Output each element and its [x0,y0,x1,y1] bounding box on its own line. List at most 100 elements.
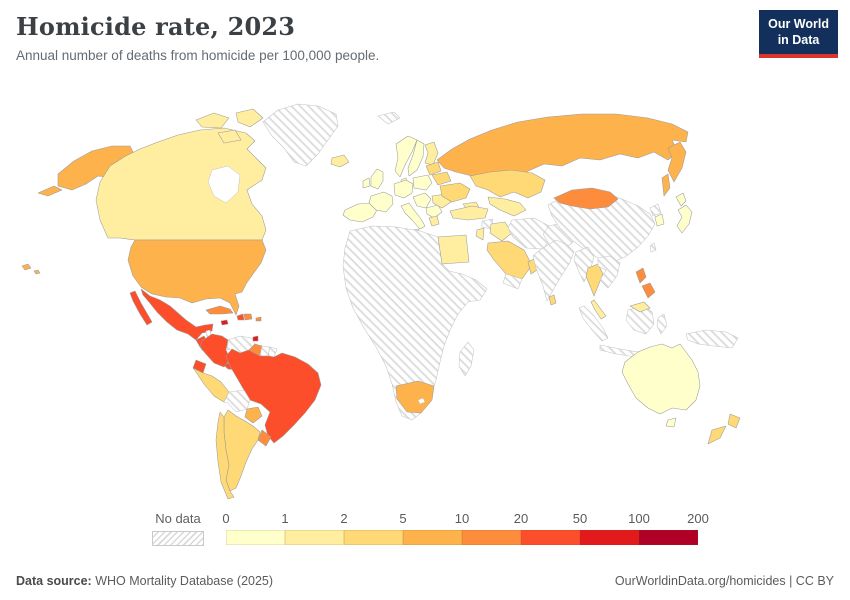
country-puerto-rico[interactable] [255,316,262,322]
country-south-korea[interactable] [654,213,665,227]
country-malaysia-peninsula[interactable] [590,299,607,320]
country-italy[interactable] [400,202,426,230]
legend-color-bar [226,530,698,545]
country-france[interactable] [368,191,394,213]
country-java[interactable] [599,344,639,358]
country-egypt[interactable] [437,234,470,265]
country-norway[interactable] [394,135,418,178]
country-mexico[interactable] [140,288,214,341]
country-svalbard[interactable] [377,111,401,125]
country-north-korea[interactable] [649,203,662,217]
country-iceland[interactable] [330,154,350,168]
no-data-swatch[interactable] [152,531,204,546]
country-ukraine[interactable] [439,182,471,203]
country-new-guinea[interactable] [685,329,739,349]
country-australia[interactable] [621,343,701,415]
country-new-zealand-south[interactable] [707,425,727,445]
legend-bin-5-10[interactable] [403,530,462,545]
country-canada-arctic-3[interactable] [217,129,242,144]
country-taiwan[interactable] [649,242,657,253]
country-sweden[interactable] [407,139,425,177]
country-mexico-baja[interactable] [129,290,153,326]
country-south-africa[interactable] [395,380,435,414]
country-bolivia[interactable] [223,389,251,413]
legend-tick-50: 50 [572,511,588,526]
country-turkey[interactable] [449,205,489,221]
owid-link[interactable]: OurWorldinData.org/homicides | CC BY [614,574,834,588]
country-balkans-west[interactable] [412,192,432,209]
country-chile[interactable] [215,411,235,500]
country-new-zealand-north[interactable] [727,413,741,429]
country-kazakhstan[interactable] [469,169,546,199]
country-philippines-south[interactable] [641,282,656,299]
country-japan-main[interactable] [676,204,693,234]
country-trinidad[interactable] [252,335,259,342]
country-peru[interactable] [192,367,230,403]
country-yemen[interactable] [502,273,523,290]
chart-subtitle: Annual number of deaths from homicide pe… [16,48,380,63]
country-sulawesi[interactable] [656,313,668,335]
legend-tick-2: 2 [340,511,348,526]
legend-bin-10-20[interactable] [462,530,521,545]
legend-ticks: 0 1 2 5 10 20 50 100 200 [222,511,708,530]
country-madagascar[interactable] [458,341,475,377]
country-sumatra[interactable] [578,305,609,342]
country-hawaii-2[interactable] [33,269,41,275]
country-jamaica[interactable] [220,319,229,326]
country-dominican-republic[interactable] [243,313,253,321]
country-russia[interactable] [436,113,689,181]
country-hawaii-1[interactable] [21,263,32,271]
country-balkans-east[interactable] [425,204,443,219]
country-iraq[interactable] [489,221,513,242]
footer-attribution[interactable]: OurWorldinData.org/homicides | CC BY [615,574,834,588]
country-indochina[interactable] [597,255,621,289]
legend-bin-20-50[interactable] [521,530,580,545]
legend-tick-20: 20 [513,511,529,526]
legend-bin-2-5[interactable] [344,530,403,545]
country-canada-arctic-2[interactable] [235,108,264,128]
country-belarus[interactable] [431,171,452,186]
country-greenland[interactable] [262,103,339,167]
country-central-asia[interactable] [487,196,527,217]
legend-bin-100-200[interactable] [639,530,698,545]
country-poland[interactable] [412,174,433,191]
country-finland[interactable] [424,141,439,166]
country-sakhalin[interactable] [661,173,671,197]
country-aleutians[interactable] [37,185,63,197]
country-malaysia-borneo[interactable] [629,301,651,313]
owid-logo[interactable]: Our World in Data [759,10,838,58]
country-haiti[interactable] [236,313,245,321]
no-data-label: No data [155,511,201,526]
country-uruguay[interactable] [257,429,272,447]
legend-tick-100: 100 [628,511,650,526]
country-central-europe[interactable] [393,179,414,199]
country-canada[interactable] [95,127,267,241]
country-argentina[interactable] [223,409,261,492]
country-mongolia[interactable] [553,187,619,210]
legend-bin-0-1[interactable] [226,530,285,545]
country-iberia[interactable] [342,202,379,223]
country-colombia[interactable] [199,333,231,368]
country-baltics[interactable] [425,161,442,176]
country-israel-jordan[interactable] [475,227,485,241]
country-tasmania[interactable] [665,417,677,428]
owid-logo-line2: in Data [777,33,820,48]
country-sri-lanka[interactable] [548,294,557,306]
legend-bin-1-2[interactable] [285,530,344,545]
chart-header: Homicide rate, 2023 Annual number of dea… [16,12,379,63]
country-cuba[interactable] [205,305,234,315]
country-canada-arctic-1[interactable] [195,112,230,129]
country-usa[interactable] [127,239,267,316]
country-philippines-north[interactable] [635,267,647,284]
country-ireland[interactable] [362,177,371,189]
map-legend: No data 0 1 2 5 10 20 50 100 200 [152,511,709,546]
country-kamchatka[interactable] [667,141,687,183]
country-paraguay[interactable] [244,406,263,424]
country-india[interactable] [532,239,575,302]
country-greece[interactable] [428,215,440,227]
country-japan-north[interactable] [675,192,687,207]
data-source: Data source: WHO Mortality Database (202… [16,574,273,588]
country-uk[interactable] [370,168,384,190]
legend-bin-50-100[interactable] [580,530,639,545]
